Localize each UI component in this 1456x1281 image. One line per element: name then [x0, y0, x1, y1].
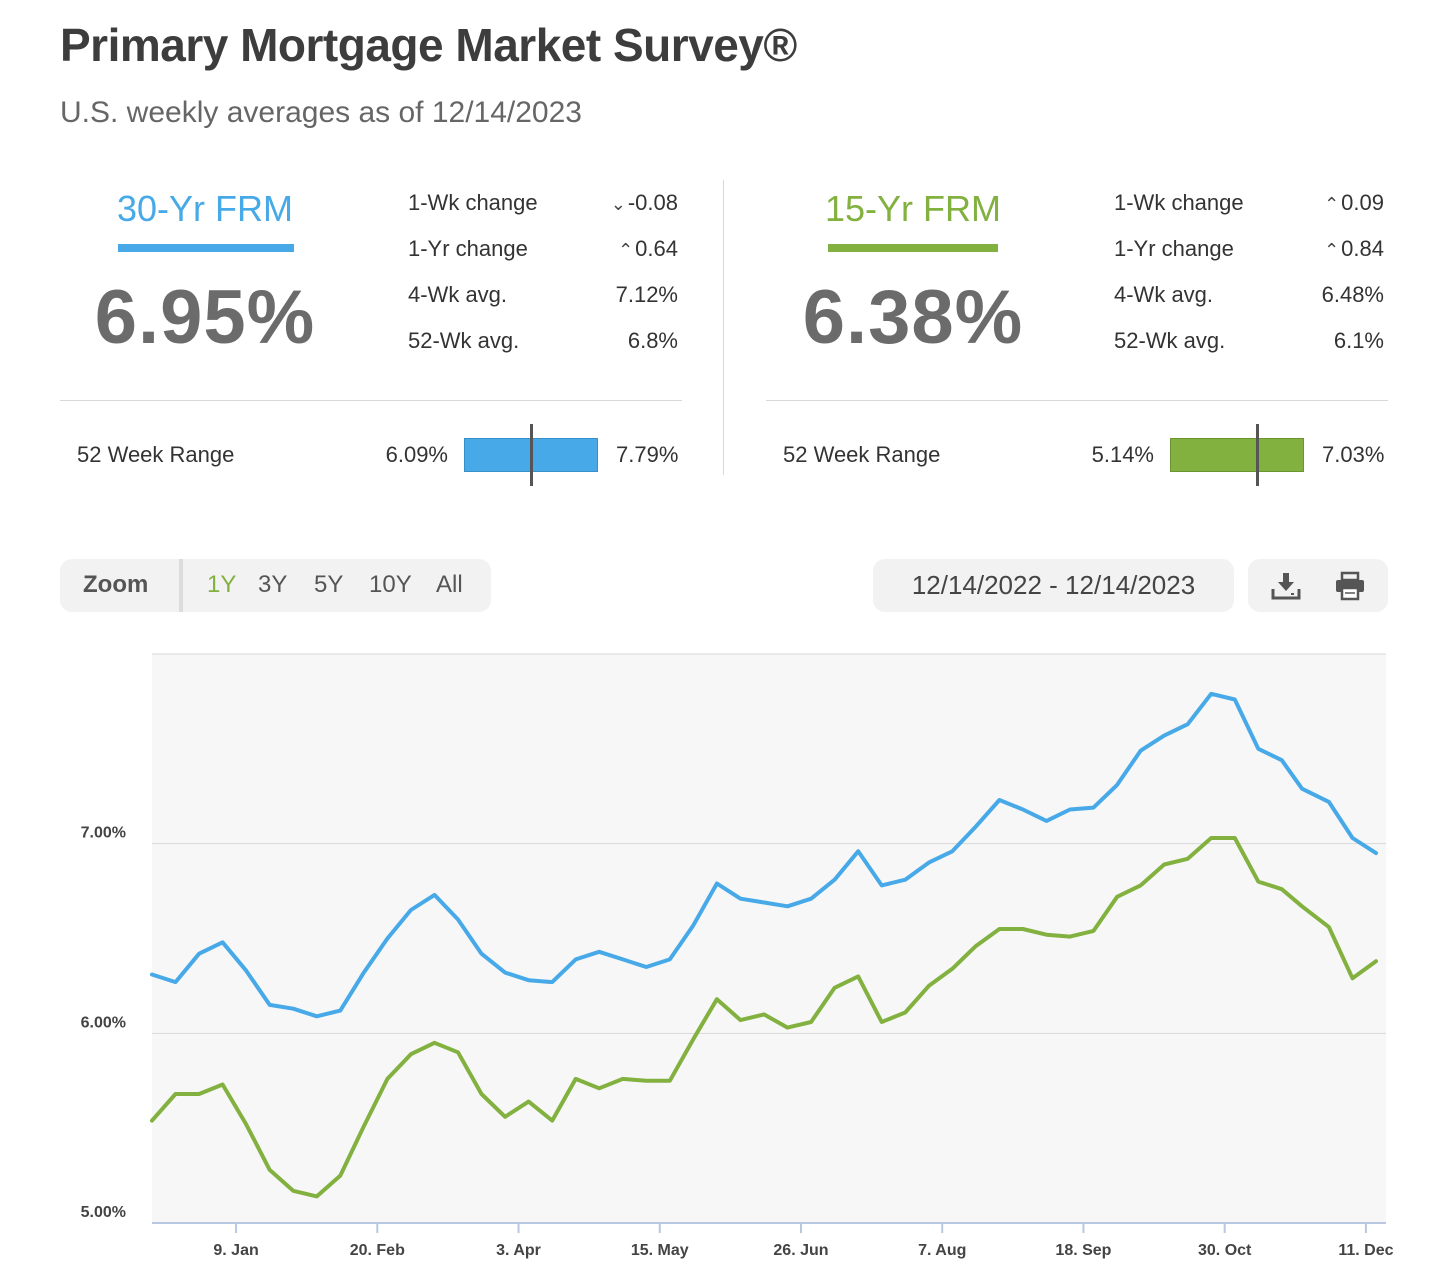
stat-label: 1-Wk change	[408, 190, 538, 215]
stat-value: 7.12%	[615, 282, 678, 307]
range-current-marker	[529, 424, 533, 486]
range-bar	[1170, 438, 1304, 472]
zoom-label: Zoom	[83, 571, 149, 598]
x-tick-label: 30. Oct	[1198, 1242, 1252, 1259]
frm30-stat-4wk: 4-Wk avg. 7.12%	[408, 282, 678, 312]
stat-label: 52-Wk avg.	[408, 328, 520, 353]
range-max: 7.03%	[1322, 442, 1385, 467]
stat-value: ⌄-0.08	[610, 190, 678, 215]
page-subtitle: U.S. weekly averages as of 12/14/2023	[60, 96, 582, 129]
frm30-series-line	[150, 691, 1378, 1019]
stat-label: 1-Yr change	[1114, 236, 1234, 261]
frm30-legend-swatch	[118, 244, 294, 252]
stat-label: 1-Wk change	[1114, 190, 1244, 215]
plot-background	[152, 654, 1386, 1223]
y-tick-label: 7.00%	[81, 825, 126, 842]
range-min: 5.14%	[1091, 442, 1154, 467]
zoom-toolbar: Zoom 1Y 3Y 5Y 10Y All	[60, 559, 491, 612]
chevron-down-icon: ⌄	[610, 194, 626, 214]
x-tick-label: 7. Aug	[918, 1242, 966, 1259]
x-tick-label: 20. Feb	[350, 1242, 405, 1259]
frm15-stat-1yr: 1-Yr change ⌃0.84	[1114, 236, 1384, 266]
frm30-panel: 30-Yr FRM 6.95% 1-Wk change ⌄-0.08 1-Yr …	[60, 178, 682, 486]
chevron-up-icon: ⌃	[618, 240, 634, 260]
x-tick-label: 3. Apr	[496, 1242, 541, 1259]
chart-tools	[1248, 559, 1388, 612]
x-tick-label: 9. Jan	[213, 1242, 258, 1259]
frm30-stat-1yr: 1-Yr change ⌃0.64	[408, 236, 678, 266]
x-tick-label: 18. Sep	[1055, 1242, 1111, 1259]
divider	[60, 400, 682, 401]
zoom-5y-button[interactable]: 5Y	[314, 571, 344, 598]
frm30-stat-1wk: 1-Wk change ⌄-0.08	[408, 190, 678, 220]
range-label: 52 Week Range	[783, 442, 941, 467]
frm30-name[interactable]: 30-Yr FRM	[116, 188, 293, 229]
x-tick-label: 15. May	[631, 1242, 689, 1259]
frm15-series-line	[150, 836, 1378, 1199]
page-title: Primary Mortgage Market Survey®	[60, 19, 797, 71]
date-range-display[interactable]: 12/14/2022 - 12/14/2023	[873, 559, 1234, 612]
range-max: 7.79%	[616, 442, 679, 467]
print-icon[interactable]	[1334, 571, 1366, 601]
range-current-marker	[1255, 424, 1259, 486]
frm30-rate: 6.95%	[94, 275, 316, 360]
range-label: 52 Week Range	[77, 442, 235, 467]
stat-value: ⌃0.64	[618, 236, 678, 261]
y-tick-label: 5.00%	[81, 1204, 126, 1221]
stat-value: 6.8%	[627, 328, 678, 353]
chevron-up-icon: ⌃	[1324, 194, 1340, 214]
zoom-3y-button[interactable]: 3Y	[258, 571, 288, 598]
stat-value: 6.1%	[1333, 328, 1384, 353]
stat-value: ⌃0.09	[1324, 190, 1384, 215]
stat-value: ⌃0.84	[1324, 236, 1384, 261]
zoom-10y-button[interactable]: 10Y	[369, 571, 412, 598]
frm15-stat-4wk: 4-Wk avg. 6.48%	[1114, 282, 1384, 312]
stat-label: 4-Wk avg.	[1114, 282, 1214, 307]
frm15-stat-52wk: 52-Wk avg. 6.1%	[1114, 328, 1384, 358]
download-icon[interactable]	[1270, 571, 1302, 601]
chevron-up-icon: ⌃	[1324, 240, 1340, 260]
divider	[766, 400, 1388, 401]
zoom-all-button[interactable]: All	[436, 571, 463, 598]
zoom-separator	[179, 559, 183, 612]
frm30-stat-52wk: 52-Wk avg. 6.8%	[408, 328, 678, 358]
rates-line-chart: 5.00% 6.00% 7.00% 9. Jan 20. Feb 3. Apr 15. M…	[81, 653, 1394, 1259]
stat-label: 1-Yr change	[408, 236, 528, 261]
zoom-1y-button[interactable]: 1Y	[207, 571, 237, 598]
frm15-stat-1wk: 1-Wk change ⌃0.09	[1114, 190, 1384, 220]
y-tick-label: 6.00%	[81, 1014, 126, 1031]
range-min: 6.09%	[385, 442, 448, 467]
panel-divider	[723, 180, 724, 475]
stat-value: 6.48%	[1321, 282, 1384, 307]
stat-label: 4-Wk avg.	[408, 282, 508, 307]
frm15-panel: 15-Yr FRM 6.38% 1-Wk change ⌃0.09 1-Yr c…	[766, 178, 1388, 486]
frm15-name[interactable]: 15-Yr FRM	[824, 188, 1001, 229]
stat-label: 52-Wk avg.	[1114, 328, 1226, 353]
x-tick-label: 26. Jun	[773, 1242, 828, 1259]
x-tick-label: 11. Dec	[1338, 1242, 1393, 1259]
frm15-rate: 6.38%	[802, 275, 1024, 360]
frm15-legend-swatch	[828, 244, 998, 252]
